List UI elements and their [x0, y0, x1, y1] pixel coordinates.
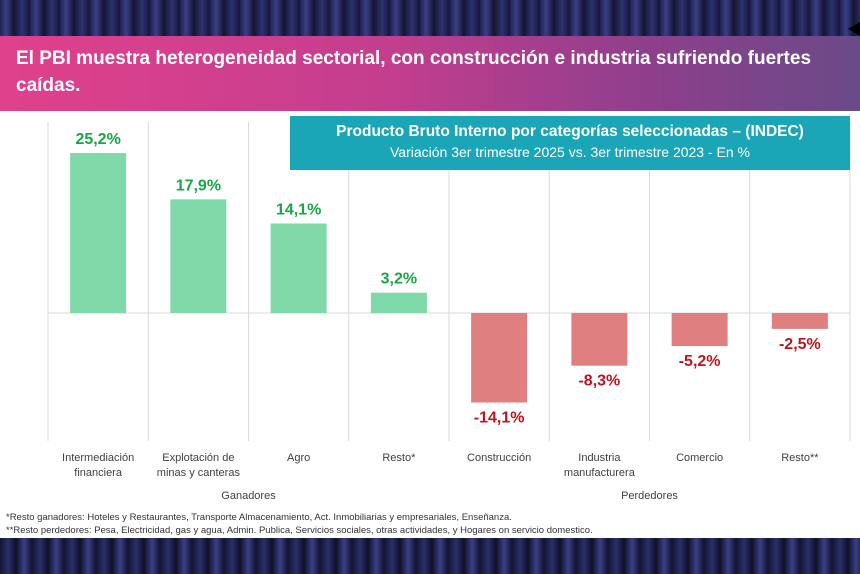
chart-title: Producto Bruto Interno por categorías se… — [336, 123, 804, 140]
category-tick-label: Intermediación — [62, 452, 134, 464]
data-label: 3,2% — [381, 271, 417, 288]
category-tick-label: minas y canteras — [157, 467, 241, 479]
background-bottom-strip — [0, 538, 860, 574]
category-tick-label: manufacturera — [564, 467, 636, 479]
category-tick-label: Industria — [578, 452, 621, 464]
bar — [571, 313, 628, 366]
category-tick-label: Resto** — [781, 452, 819, 464]
bar — [771, 313, 828, 329]
bar — [671, 313, 728, 347]
category-tick-label: Explotación de — [162, 452, 234, 464]
background-top-strip — [0, 0, 860, 36]
bar — [370, 292, 427, 313]
category-tick-label: financiera — [74, 467, 123, 479]
bar — [471, 313, 528, 403]
chart-subtitle: Variación 3er trimestre 2025 vs. 3er tri… — [389, 144, 750, 160]
bar — [170, 199, 227, 313]
footnote-perdedores: **Resto perdedores: Pesa, Electricidad, … — [6, 525, 593, 536]
footnote-ganadores: *Resto ganadores: Hoteles y Restaurantes… — [6, 512, 512, 523]
category-tick-label: Resto* — [382, 452, 416, 464]
category-tick-label: Construcción — [467, 452, 531, 464]
data-label: -8,3% — [578, 373, 620, 390]
data-label: 17,9% — [176, 177, 221, 194]
category-tick-label: Agro — [287, 452, 310, 464]
data-label: -2,5% — [779, 336, 821, 353]
chart-title-box: Producto Bruto Interno por categorías se… — [290, 116, 850, 170]
data-label: 14,1% — [276, 201, 321, 218]
data-label: -5,2% — [679, 353, 721, 370]
category-tick-label: Comercio — [676, 452, 723, 464]
group-label: Perdedores — [621, 490, 678, 502]
group-label: Ganadores — [221, 490, 276, 502]
bar — [70, 153, 127, 313]
bar — [270, 223, 327, 313]
data-label: 25,2% — [75, 131, 120, 148]
page-title: El PBI muestra heterogeneidad sectorial,… — [16, 48, 812, 96]
header-banner: El PBI muestra heterogeneidad sectorial,… — [0, 36, 860, 111]
data-label: -14,1% — [474, 410, 525, 427]
